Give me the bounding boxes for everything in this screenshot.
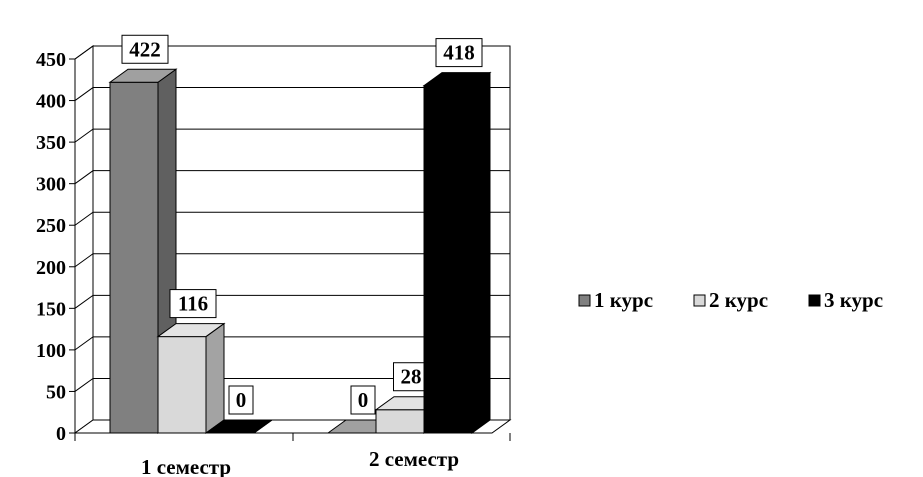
y-axis-ticks: 0 50 100 150 200 250 300 350 400 450 [36, 49, 75, 445]
side-wall [74, 45, 94, 434]
legend-entry: 2 курс [693, 288, 768, 312]
bar-front [423, 85, 473, 434]
gridline [74, 211, 510, 226]
bar-side [471, 71, 491, 434]
x-axis-categories: 1 семестр 2 семестр [74, 433, 511, 477]
bar-top [108, 68, 178, 83]
gridline [74, 128, 510, 143]
y-tick-label: 300 [36, 174, 66, 196]
bar [422, 71, 492, 434]
data-label-box [435, 38, 483, 68]
bar [108, 68, 178, 434]
gridline [74, 253, 510, 268]
gridline [74, 45, 510, 60]
data-label-box [393, 362, 429, 392]
gridline [74, 170, 510, 185]
bar [204, 419, 274, 434]
bar-top [422, 72, 492, 87]
y-tick-label: 450 [36, 49, 66, 71]
y-tick-label: 400 [36, 91, 66, 113]
data-label-text: 28 [401, 365, 422, 389]
x-category-label: 1 семестр [141, 455, 231, 477]
bar-side [205, 322, 225, 434]
y-tick-label: 250 [36, 215, 66, 237]
data-label-text: 422 [129, 37, 161, 61]
y-tick-label: 0 [56, 423, 66, 445]
legend: 1 курс 2 курс 3 курс [578, 288, 883, 312]
data-label: 418 [435, 38, 483, 68]
gridline [74, 336, 510, 351]
legend-label: 3 курс [824, 288, 883, 312]
data-label: 28 [393, 362, 429, 392]
legend-label: 1 курс [594, 288, 653, 312]
data-label-box [350, 385, 376, 415]
x-category-label: 2 семестр [369, 447, 459, 471]
data-label: 422 [121, 34, 169, 64]
legend-entry: 1 курс [578, 288, 653, 312]
y-tick-label: 150 [36, 298, 66, 320]
y-tick-label: 350 [36, 132, 66, 154]
legend-swatch [578, 294, 591, 307]
legend-swatch [808, 294, 821, 307]
y-tick-label: 200 [36, 257, 66, 279]
legend-entry: 3 курс [808, 288, 883, 312]
data-label-text: 0 [236, 388, 247, 412]
bar-front [109, 81, 159, 434]
data-label-text: 418 [443, 41, 475, 65]
data-label-text: 116 [178, 292, 208, 316]
y-tick-label: 100 [36, 340, 66, 362]
legend-swatch [693, 294, 706, 307]
bar [156, 322, 226, 434]
gridline [74, 377, 510, 392]
data-label-text: 0 [358, 388, 369, 412]
data-label-box [169, 289, 217, 319]
bar-top [204, 419, 274, 434]
gridline [74, 294, 510, 309]
legend-label: 2 курс [709, 288, 768, 312]
bars: 422 116 0 0 28 418 [108, 34, 492, 434]
bar-front [157, 336, 207, 434]
bar-top [156, 323, 226, 338]
data-label: 116 [169, 289, 217, 319]
data-label-box [121, 34, 169, 64]
data-label: 0 [350, 385, 376, 415]
bar-front [375, 409, 425, 434]
data-label: 0 [228, 385, 254, 415]
gridline [74, 87, 510, 101]
y-tick-label: 50 [46, 381, 66, 403]
data-label-box [228, 385, 254, 415]
